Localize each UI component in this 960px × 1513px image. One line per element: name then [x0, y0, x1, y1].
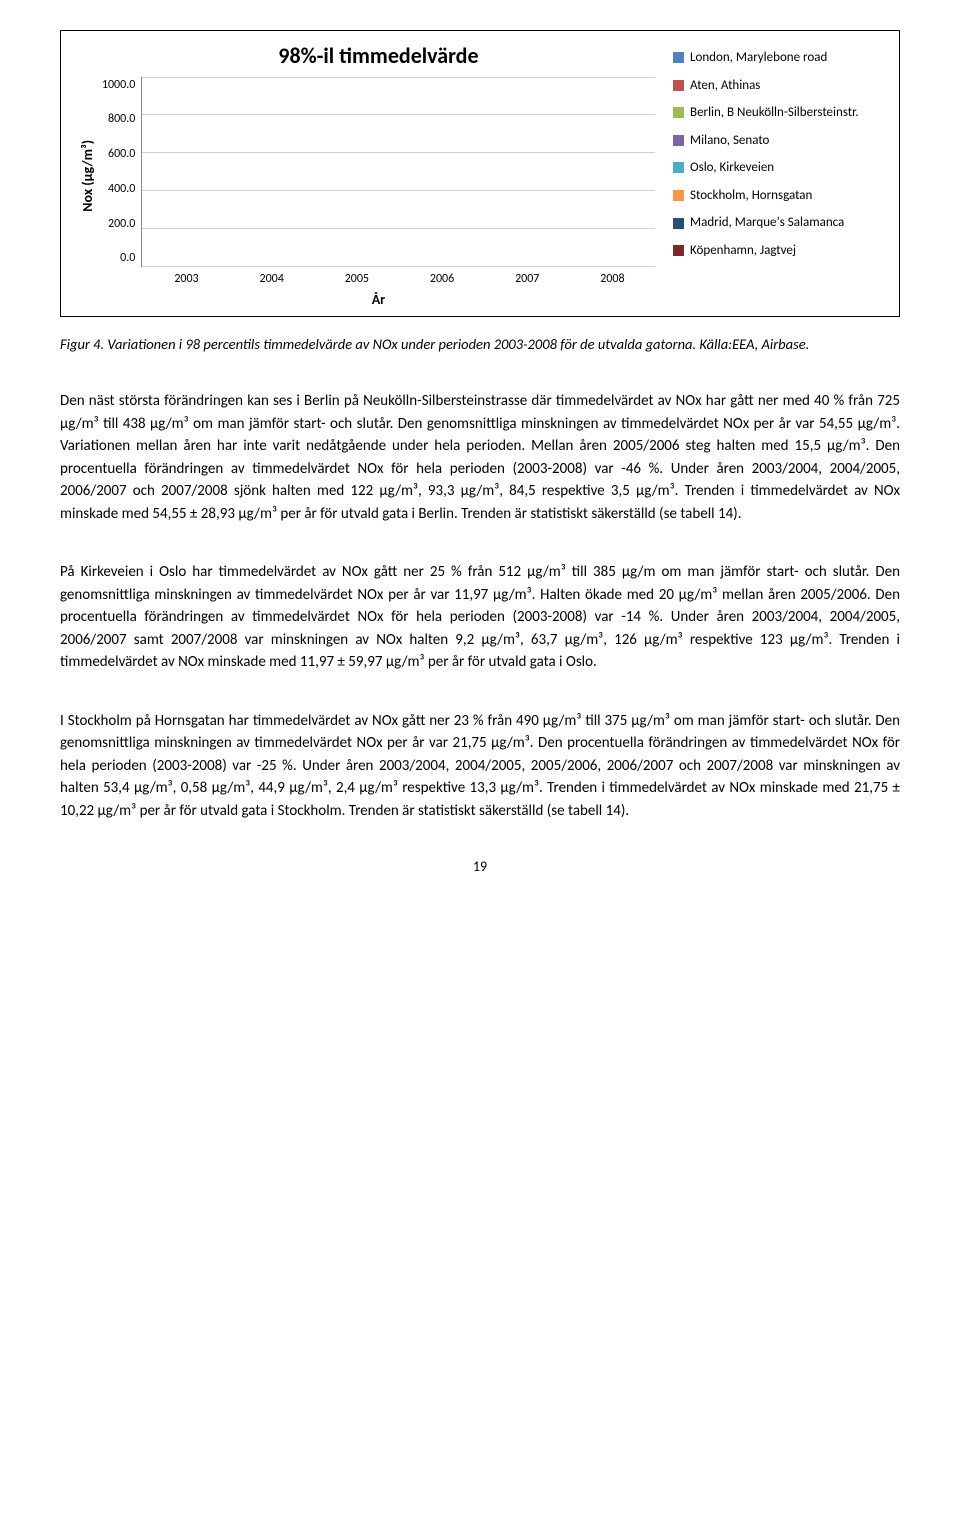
legend-item: Köpenhamn, Jagtvej [673, 242, 885, 260]
legend-item: Madrid, Marqueʼs Salamanca [673, 214, 885, 232]
legend-item: Stockholm, Hornsgatan [673, 187, 885, 205]
body-paragraph-3: I Stockholm på Hornsgatan har timmedelvä… [60, 710, 900, 823]
legend-label: Oslo, Kirkeveien [690, 159, 774, 177]
legend-item: Berlin, B Neukölln-Silbersteinstr. [673, 104, 885, 122]
chart-container: Nox (μg/m³) 98%-il timmedelvärde 1000.0 8… [60, 30, 900, 317]
legend-swatch [673, 135, 684, 146]
legend-swatch [673, 245, 684, 256]
page-number: 19 [60, 858, 900, 877]
legend-item: Aten, Athinas [673, 77, 885, 95]
x-tick: 2004 [229, 271, 314, 287]
legend-label: Aten, Athinas [690, 77, 760, 95]
legend-label: Milano, Senato [690, 132, 769, 150]
x-tick: 2006 [399, 271, 484, 287]
legend-label: Berlin, B Neukölln-Silbersteinstr. [690, 104, 859, 122]
y-tick: 800.0 [102, 111, 135, 127]
legend-swatch [673, 190, 684, 201]
legend-swatch [673, 218, 684, 229]
legend-item: Oslo, Kirkeveien [673, 159, 885, 177]
figure-caption: Figur 4. Variationen i 98 percentils tim… [60, 335, 900, 355]
x-axis-label: År [102, 291, 655, 310]
legend-label: Stockholm, Hornsgatan [690, 187, 812, 205]
plot-area [141, 77, 655, 267]
x-tick: 2008 [570, 271, 655, 287]
legend-swatch [673, 80, 684, 91]
chart-legend: London, Marylebone road Aten, Athinas Berl… [655, 41, 885, 310]
legend-label: Köpenhamn, Jagtvej [690, 242, 796, 260]
legend-item: London, Marylebone road [673, 49, 885, 67]
legend-item: Milano, Senato [673, 132, 885, 150]
y-tick: 400.0 [102, 181, 135, 197]
y-axis-ticks: 1000.0 800.0 600.0 400.0 200.0 0.0 [102, 77, 141, 267]
y-axis-label: Nox (μg/m³) [75, 41, 102, 310]
x-tick: 2007 [485, 271, 570, 287]
legend-swatch [673, 107, 684, 118]
x-tick: 2003 [144, 271, 229, 287]
chart-title: 98%-il timmedelvärde [102, 41, 655, 71]
y-tick: 600.0 [102, 146, 135, 162]
legend-label: London, Marylebone road [690, 49, 827, 67]
y-tick: 1000.0 [102, 77, 135, 93]
legend-swatch [673, 162, 684, 173]
y-tick: 200.0 [102, 216, 135, 232]
legend-label: Madrid, Marqueʼs Salamanca [690, 214, 844, 232]
y-tick: 0.0 [102, 250, 135, 266]
x-tick: 2005 [314, 271, 399, 287]
body-paragraph-1: Den näst största förändringen kan ses i … [60, 390, 900, 525]
body-paragraph-2: På Kirkeveien i Oslo har timmedelvärdet … [60, 561, 900, 674]
legend-swatch [673, 52, 684, 63]
x-axis-ticks: 200320042005200620072008 [144, 271, 655, 287]
